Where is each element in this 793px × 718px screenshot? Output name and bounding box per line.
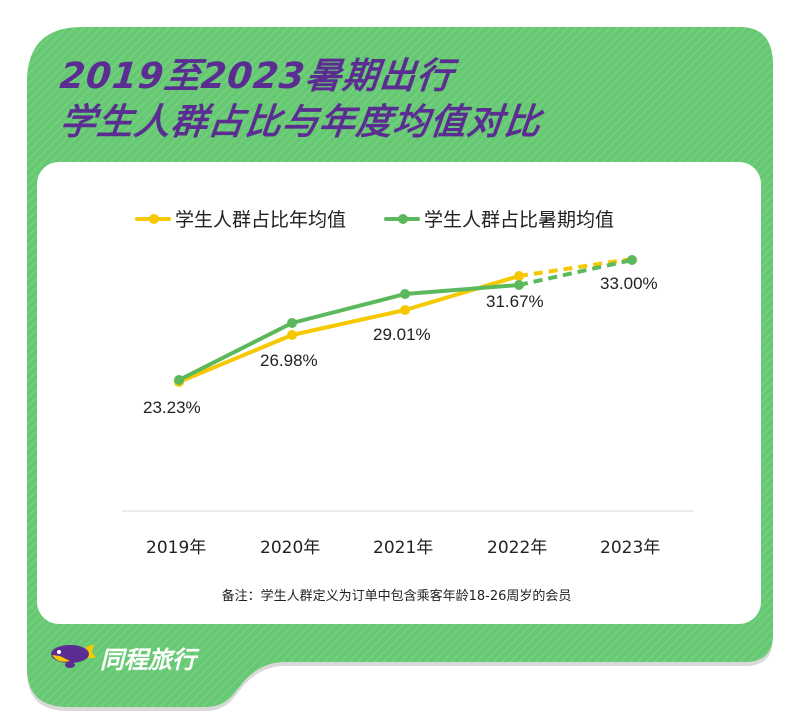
brand-name: 同程旅行 xyxy=(100,646,196,674)
legend-label-annual: 学生人群占比年均值 xyxy=(175,209,347,231)
footnote: 备注：学生人群定义为订单中包含乘客年龄18-26周岁的会员 xyxy=(221,589,572,604)
data-label-2023: 33.00% xyxy=(600,274,658,293)
legend-label-summer: 学生人群占比暑期均值 xyxy=(424,209,615,231)
legend-swatch-annual xyxy=(135,213,171,224)
x-tick-2023: 2023年 xyxy=(600,538,661,558)
legend-item-annual: 学生人群占比年均值 xyxy=(135,205,346,232)
x-tick-2019: 2019年 xyxy=(146,538,207,558)
data-label-2019: 23.23% xyxy=(143,398,201,417)
data-label-2020: 26.98% xyxy=(260,351,318,370)
brand-logo-icon xyxy=(51,644,96,668)
data-label-2022: 31.67% xyxy=(486,292,544,311)
legend-swatch-summer xyxy=(384,213,420,224)
data-label-2021: 29.01% xyxy=(373,325,431,344)
x-tick-2021: 2021年 xyxy=(373,538,434,558)
x-tick-2022: 2022年 xyxy=(487,538,548,558)
x-tick-2020: 2020年 xyxy=(260,538,321,558)
chart-card xyxy=(37,162,761,624)
legend-item-summer: 学生人群占比暑期均值 xyxy=(384,205,614,232)
